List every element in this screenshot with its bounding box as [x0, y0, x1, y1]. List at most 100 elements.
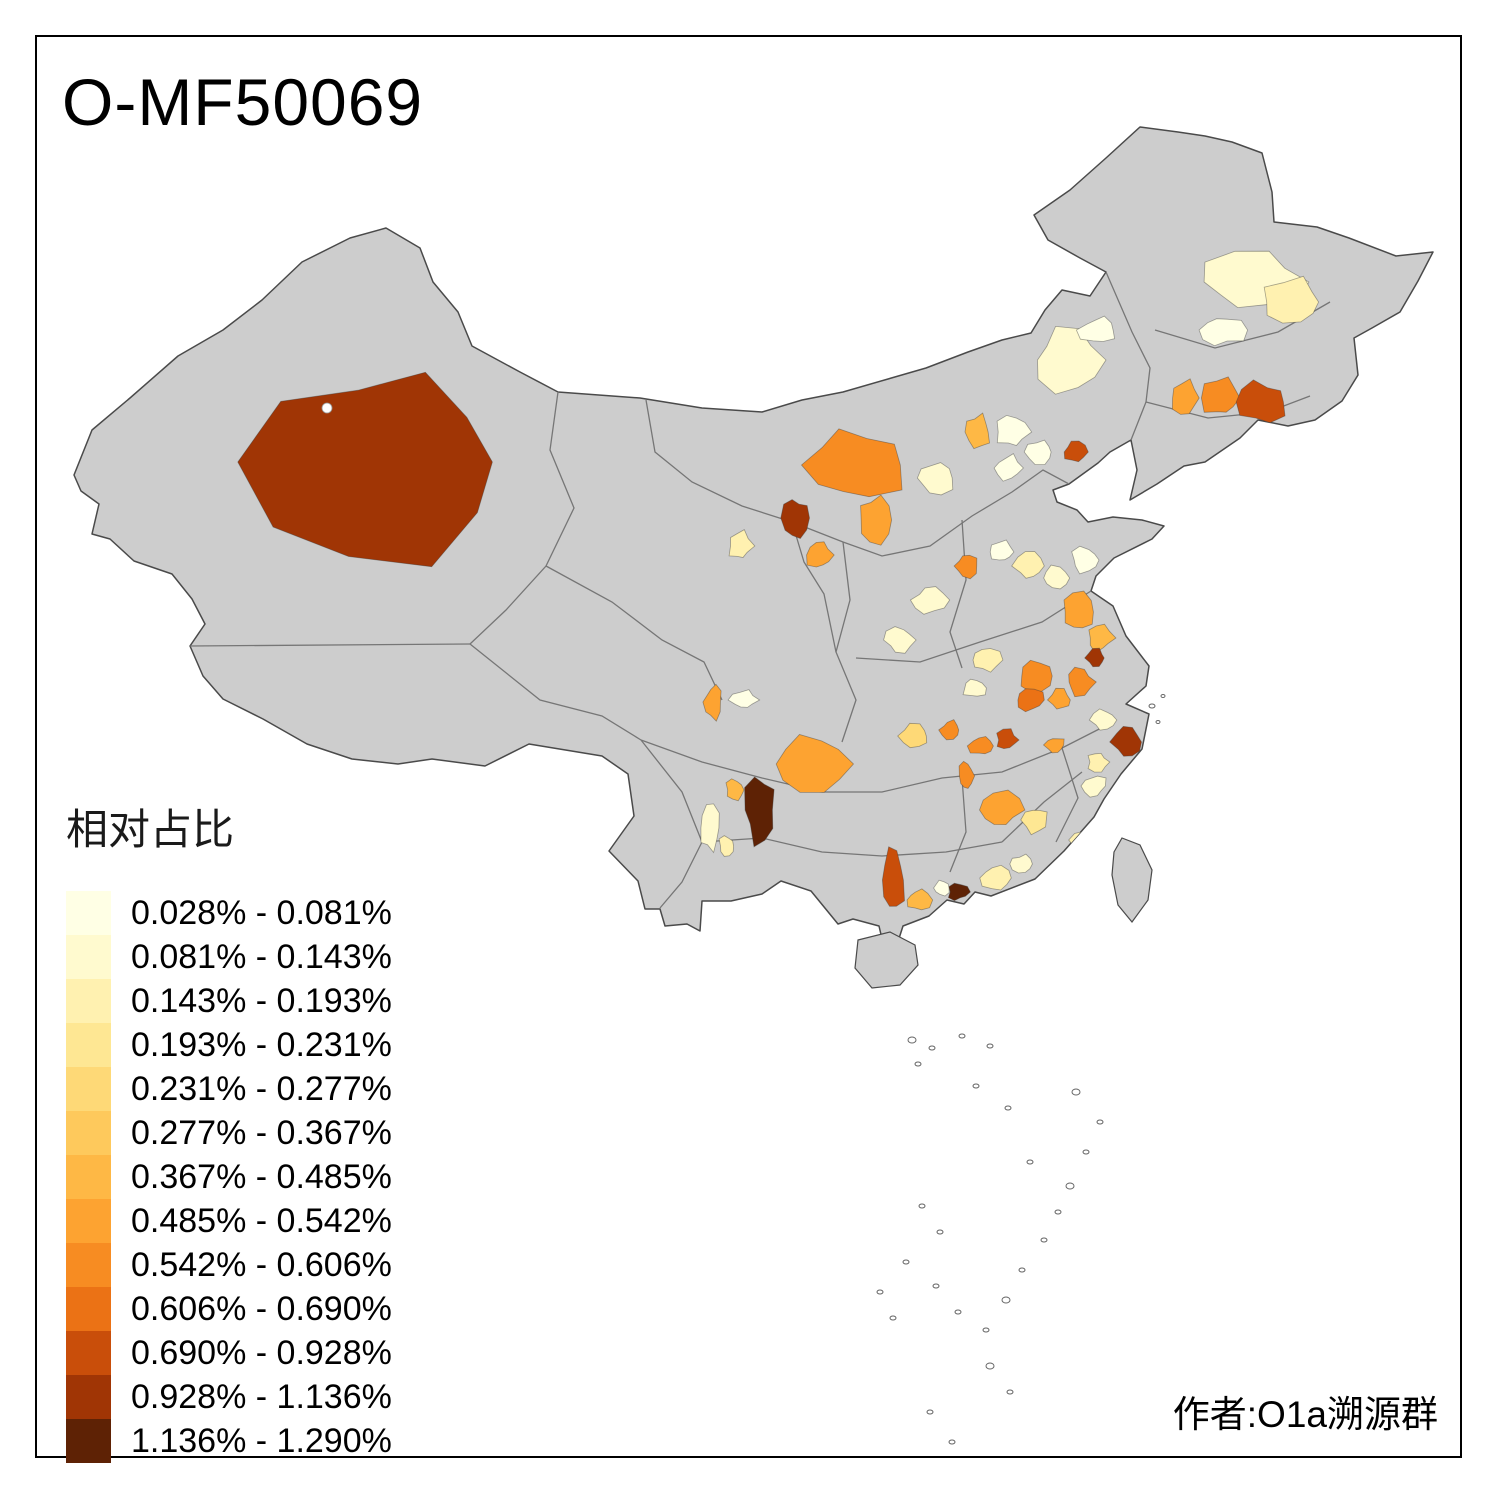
islet-mark	[972, 1083, 980, 1089]
map-region	[860, 494, 893, 546]
legend-label: 0.193% - 0.231%	[131, 1025, 392, 1064]
map-region	[1109, 725, 1142, 757]
map-region	[972, 648, 1004, 673]
legend-label: 0.143% - 0.193%	[131, 981, 392, 1020]
islet-mark	[902, 1259, 910, 1265]
legend-swatch	[66, 1199, 111, 1243]
islet-mark	[986, 1043, 994, 1049]
choropleth-patches	[237, 250, 1320, 911]
map-region	[1198, 318, 1249, 347]
islet-mark	[958, 1033, 966, 1039]
map-region	[909, 586, 951, 615]
islet-mark	[1040, 1237, 1048, 1243]
legend-swatch	[66, 979, 111, 1023]
legend-swatch	[66, 1419, 111, 1463]
legend-swatch	[66, 935, 111, 979]
islet-mark	[928, 1045, 936, 1051]
islet-mark	[1065, 1182, 1075, 1190]
map-region	[1075, 315, 1116, 342]
map-region	[938, 719, 960, 741]
islet-mark	[918, 1203, 926, 1209]
map-region	[1023, 439, 1052, 465]
legend-label: 0.542% - 0.606%	[131, 1245, 392, 1284]
map-region	[700, 803, 720, 854]
legend-swatch	[66, 1243, 111, 1287]
map-region	[989, 539, 1015, 561]
map-region	[1020, 809, 1048, 836]
map-region	[1088, 623, 1117, 654]
legend-row: 0.277% - 0.367%	[66, 1111, 392, 1155]
legend-label: 0.028% - 0.081%	[131, 893, 392, 932]
islet-mark	[1096, 1119, 1104, 1125]
legend-label: 0.081% - 0.143%	[131, 937, 392, 976]
legend-label: 1.136% - 1.290%	[131, 1421, 392, 1460]
legend-swatch	[66, 1023, 111, 1067]
islet-mark	[876, 1289, 884, 1295]
islet-mark	[907, 1036, 917, 1044]
islet-mark	[1160, 694, 1166, 698]
map-region	[1071, 545, 1100, 575]
legend-row: 0.485% - 0.542%	[66, 1199, 392, 1243]
map-region	[744, 776, 775, 848]
map-region	[979, 864, 1012, 891]
map-region	[1171, 378, 1200, 415]
map-region	[1011, 551, 1045, 579]
map-region	[966, 736, 994, 755]
islet-mark	[1004, 1105, 1012, 1111]
map-region	[958, 760, 976, 789]
islet-mark	[1082, 1149, 1090, 1155]
map-region	[806, 541, 835, 568]
map-region	[996, 728, 1020, 750]
map-region	[1042, 738, 1065, 754]
map-region	[718, 835, 735, 857]
islet-mark	[985, 1362, 995, 1370]
map-region	[881, 846, 905, 907]
author-credit: 作者:O1a溯源群	[1172, 1394, 1438, 1435]
legend: 相对占比 0.028% - 0.081% 0.081% - 0.143% 0.143…	[66, 796, 392, 1463]
islet-mark	[1148, 703, 1156, 709]
map-region	[1068, 666, 1097, 698]
legend-row: 1.136% - 1.290%	[66, 1419, 392, 1463]
islet-mark	[1155, 720, 1161, 724]
legend-swatch	[66, 1331, 111, 1375]
legend-row: 0.193% - 0.231%	[66, 1023, 392, 1067]
legend-row: 0.606% - 0.690%	[66, 1287, 392, 1331]
legend-swatch	[66, 1111, 111, 1155]
map-region	[1080, 775, 1107, 798]
legend-swatch	[66, 1287, 111, 1331]
islet-mark	[1018, 1267, 1026, 1273]
legend-row: 0.367% - 0.485%	[66, 1155, 392, 1199]
map-region	[1009, 853, 1033, 874]
legend-row: 0.542% - 0.606%	[66, 1243, 392, 1287]
map-region	[1063, 440, 1089, 463]
map-region	[1063, 590, 1094, 629]
islet-mark	[1071, 1088, 1081, 1096]
islet-mark	[948, 1439, 956, 1445]
legend-label: 0.690% - 0.928%	[131, 1333, 392, 1372]
map-region	[1235, 379, 1286, 424]
map-region	[883, 626, 917, 654]
map-region	[1046, 687, 1071, 710]
map-region	[237, 371, 493, 568]
map-region	[1087, 752, 1111, 773]
islet-mark	[1026, 1159, 1034, 1165]
map-region	[1088, 708, 1118, 731]
map-region	[962, 678, 987, 697]
map-region	[979, 789, 1026, 826]
map-region	[947, 882, 971, 902]
legend-label: 0.928% - 1.136%	[131, 1377, 392, 1416]
map-region	[780, 499, 810, 539]
map-region	[897, 722, 928, 749]
south-china-sea-islets	[876, 694, 1166, 1445]
legend-label: 0.277% - 0.367%	[131, 1113, 392, 1152]
map-region	[1017, 688, 1045, 713]
map-region	[702, 683, 722, 722]
islet-mark	[889, 1315, 897, 1321]
legend-rows: 0.028% - 0.081% 0.081% - 0.143% 0.143% - 0…	[66, 891, 392, 1463]
map-region	[725, 778, 745, 802]
islet-mark	[1001, 1296, 1011, 1304]
islet-mark	[936, 1229, 944, 1235]
map-title: O-MF50069	[62, 65, 424, 139]
legend-row: 0.690% - 0.928%	[66, 1331, 392, 1375]
hainan-island	[854, 931, 919, 989]
